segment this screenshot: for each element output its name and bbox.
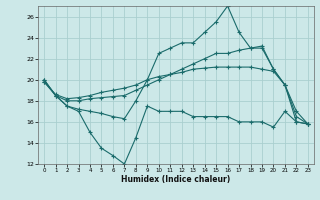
X-axis label: Humidex (Indice chaleur): Humidex (Indice chaleur): [121, 175, 231, 184]
